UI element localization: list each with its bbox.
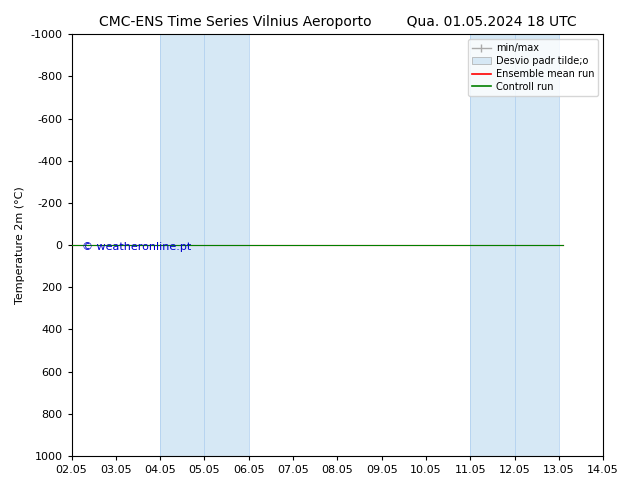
- Bar: [160, 34, 205, 456]
- Bar: [205, 34, 249, 456]
- Title: CMC-ENS Time Series Vilnius Aeroporto        Qua. 01.05.2024 18 UTC: CMC-ENS Time Series Vilnius Aeroporto Qu…: [98, 15, 576, 29]
- Bar: [515, 34, 559, 456]
- Text: © weatheronline.pt: © weatheronline.pt: [82, 242, 191, 252]
- Legend: min/max, Desvio padr tilde;o, Ensemble mean run, Controll run: min/max, Desvio padr tilde;o, Ensemble m…: [468, 39, 598, 96]
- Y-axis label: Temperature 2m (°C): Temperature 2m (°C): [15, 186, 25, 304]
- Bar: [470, 34, 515, 456]
